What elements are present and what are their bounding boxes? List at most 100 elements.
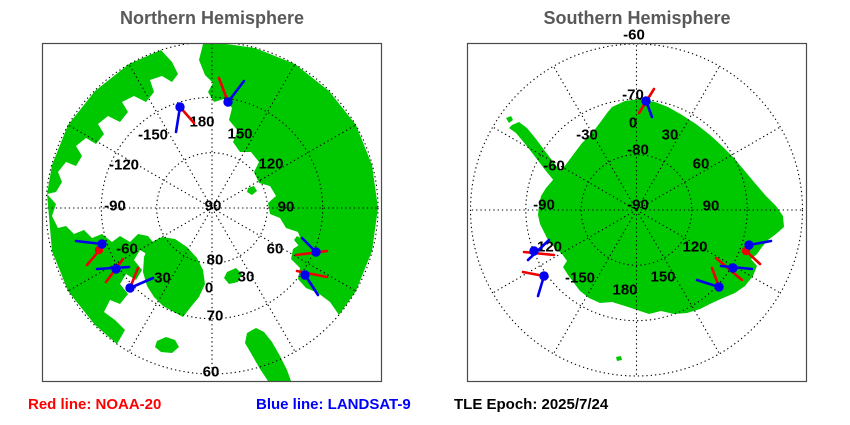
- landsat9-position-dot: [529, 246, 539, 256]
- satellite-marker-north-3: [95, 257, 131, 284]
- graticule-meridian-north-2: [211, 207, 296, 353]
- graticule-meridian-north-1: [211, 207, 357, 292]
- land-antarctic-peninsula: [509, 122, 567, 187]
- graticule-meridian-south-5: [492, 209, 637, 294]
- latitude-label-north-60: 60: [203, 364, 220, 381]
- graticule-meridian-south-11: [636, 126, 781, 211]
- legend-blue-line-landsat9: Blue line: LANDSAT-9: [256, 396, 411, 413]
- landsat9-position-dot: [744, 240, 754, 250]
- satellite-marker-north-1: [217, 76, 246, 107]
- graticule-circle-south-0: [580, 154, 693, 266]
- meridian-label-south--90: -90: [533, 197, 555, 214]
- land-island-ne-pole: [247, 186, 257, 195]
- graticule-meridian-north-7: [67, 124, 213, 209]
- satellite-marker-south-2: [521, 270, 549, 298]
- map-south: 0 30 60 90 120 150 180 -150-120 -90 -60 -30 -60 -70 -…: [466, 27, 808, 383]
- graticule-circle-north-2: [45, 43, 379, 375]
- landsat9-position-dot: [714, 282, 724, 292]
- meridian-label-south-90: 90: [703, 198, 720, 215]
- graticule-meridian-south-7: [492, 126, 637, 211]
- latitude-label-south--90: -90: [627, 197, 649, 214]
- map-frame-north: [41, 42, 383, 383]
- tle-epoch-label: TLE Epoch: 2025/7/24: [454, 396, 609, 413]
- map-body-south: 0 30 60 90 120 150 180 -150-120 -90 -60 -30: [467, 43, 807, 382]
- meridian-label-south-60: 60: [693, 156, 710, 173]
- meridian-label-north-180: 180: [189, 114, 214, 131]
- graticule-meridian-south-2: [636, 209, 720, 355]
- meridian-label-north-120: 120: [258, 156, 283, 173]
- meridian-label-north--120: -120: [109, 157, 139, 174]
- satellite-marker-north-4: [125, 266, 155, 293]
- satellite-marker-north-5: [294, 236, 329, 257]
- satellite-marker-south-0: [637, 87, 656, 119]
- graticule-circle-north-1: [100, 96, 324, 320]
- meridian-label-south--120: -120: [532, 239, 562, 256]
- landsat9-position-dot: [125, 283, 135, 293]
- meridian-label-south-30: 30: [662, 127, 679, 144]
- landsat9-position-dot: [111, 264, 121, 274]
- graticule-meridian-north-8: [128, 63, 213, 209]
- meridian-label-south-120: 120: [682, 239, 707, 256]
- land-novaya-zemlya: [294, 236, 318, 266]
- meridian-label-south-150: 150: [650, 269, 675, 286]
- latitude-label-north-90: 90: [205, 198, 222, 215]
- meridian-label-north--30: -30: [149, 270, 171, 287]
- meridian-label-north-150: 150: [227, 126, 252, 143]
- land-island-south: [616, 356, 622, 361]
- graticule-meridian-south-8: [553, 65, 637, 211]
- meridian-label-north--150: -150: [138, 127, 168, 144]
- meridian-label-north-90: 90: [278, 199, 295, 216]
- graticule-meridian-south-10: [636, 65, 720, 211]
- satellite-marker-north-2: [74, 239, 107, 267]
- meridian-label-south--60: -60: [543, 158, 565, 175]
- latitude-label-south--80: -80: [627, 142, 649, 159]
- map-north: 180 150 120 90 60 30 0 -30 -60 -90 -120 -150 90 80 70 6…: [41, 42, 383, 383]
- legend-red-line-noaa20: Red line: NOAA-20: [28, 396, 162, 413]
- latitude-label-north-70: 70: [207, 308, 224, 325]
- graticule-circle-south-2: [469, 43, 804, 377]
- meridian-label-south--30: -30: [576, 127, 598, 144]
- meridian-label-south-0: 0: [629, 115, 637, 132]
- landsat9-position-dot: [175, 102, 185, 112]
- meridian-label-south-180: 180: [612, 282, 637, 299]
- meridian-label-north-0: 0: [205, 280, 213, 297]
- graticule-meridian-north-10: [211, 63, 296, 209]
- meridian-label-south--150: -150: [565, 270, 595, 287]
- land-greenland: [143, 237, 205, 317]
- north-hemisphere-title: Northern Hemisphere: [119, 8, 305, 28]
- meridian-label-north-60: 60: [267, 241, 284, 258]
- landsat9-position-dot: [728, 263, 738, 273]
- map-frame-south: [466, 42, 808, 383]
- land-iceland: [155, 337, 179, 353]
- land-alaska-chukotka: [47, 50, 178, 194]
- landsat9-position-dot: [539, 271, 549, 281]
- meridian-label-north-30: 30: [238, 269, 255, 286]
- graticule-meridian-north-4: [128, 207, 213, 353]
- satellite-marker-north-0: [174, 102, 196, 134]
- satellite-marker-south-1: [522, 238, 556, 262]
- south-hemisphere-title: Southern Hemisphere: [543, 8, 731, 28]
- graticule-circle-north-0: [156, 152, 268, 264]
- satellite-marker-south-5: [695, 266, 724, 292]
- landsat9-position-dot: [300, 270, 310, 280]
- graticule-meridian-north-5: [67, 207, 213, 292]
- land-scandinavia: [245, 328, 291, 381]
- meridian-label-north--60: -60: [116, 241, 138, 258]
- land-siberia: [199, 43, 378, 315]
- latitude-label-south--70: -70: [622, 87, 644, 104]
- landsat9-position-dot: [223, 97, 233, 107]
- satellite-marker-south-3: [741, 239, 773, 266]
- satellite-marker-north-6: [295, 269, 329, 297]
- noaa20-track-segment: [522, 250, 556, 257]
- landsat9-position-dot: [641, 96, 651, 106]
- satellite-marker-south-4: [714, 256, 754, 282]
- graticule-meridian-south-4: [553, 209, 637, 355]
- land-svalbard: [224, 268, 242, 284]
- landsat9-position-dot: [97, 239, 107, 249]
- latitude-label-south--60: -60: [623, 27, 645, 44]
- map-body-north: 180 150 120 90 60 30 0 -30 -60 -90 -120 -150: [42, 43, 382, 382]
- meridian-label-north--90: -90: [104, 198, 126, 215]
- landsat9-position-dot: [311, 247, 321, 257]
